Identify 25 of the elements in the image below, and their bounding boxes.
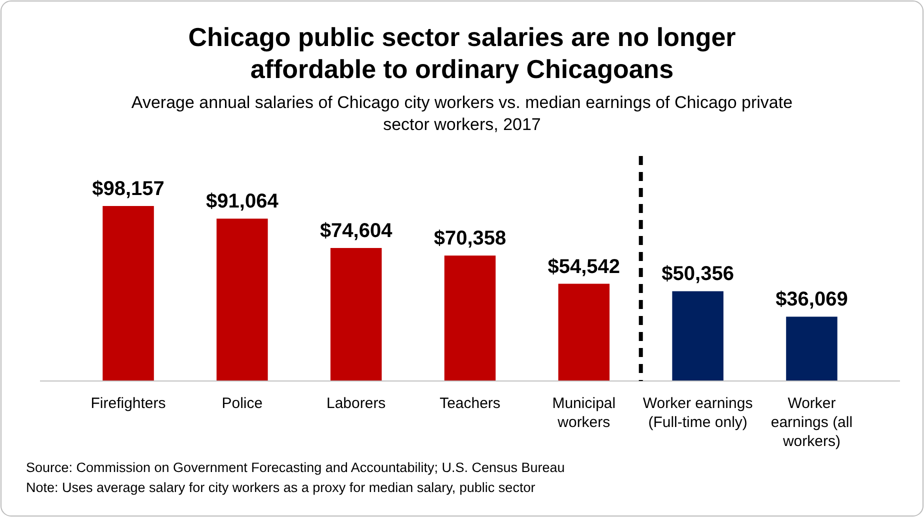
bar <box>102 206 154 381</box>
source-note: Source: Commission on Government Forecasting and Accountability; U.S. Census Bureau <box>26 460 565 475</box>
x-tick-label: Worker earnings (all workers) <box>770 395 853 450</box>
data-label: $54,542 <box>548 256 620 278</box>
data-label: $36,069 <box>776 288 848 311</box>
data-label: $50,356 <box>662 263 734 286</box>
x-tick-label: Police <box>222 395 263 412</box>
bar <box>216 218 268 381</box>
data-label: $74,604 <box>320 220 394 242</box>
chart-title: Chicago public sector salaries are no longer affordable to ordinary Chicagoans <box>188 22 736 84</box>
data-label: $70,358 <box>434 228 506 250</box>
bar <box>786 316 838 381</box>
x-tick-label: Worker earnings (Full-time only) <box>642 395 753 431</box>
data-label: $91,064 <box>206 190 280 213</box>
bar <box>558 284 610 381</box>
data-label: $98,157 <box>92 178 164 200</box>
chart-subtitle: Average annual salaries of Chicago city workers vs. median earnings of Chicago private sector workers, 2017 <box>131 93 793 134</box>
bar <box>444 256 496 381</box>
text: Note: Uses average salary for city workers as a proxy for median salary, public sector <box>26 480 536 495</box>
x-tick-label: Municipal workers <box>552 395 616 431</box>
x-tick-label: Teachers <box>440 395 500 412</box>
x-tick-label: Laborers <box>326 395 386 412</box>
bar <box>672 291 724 381</box>
x-tick-label: Firefighters <box>90 395 166 412</box>
bar <box>330 248 382 381</box>
